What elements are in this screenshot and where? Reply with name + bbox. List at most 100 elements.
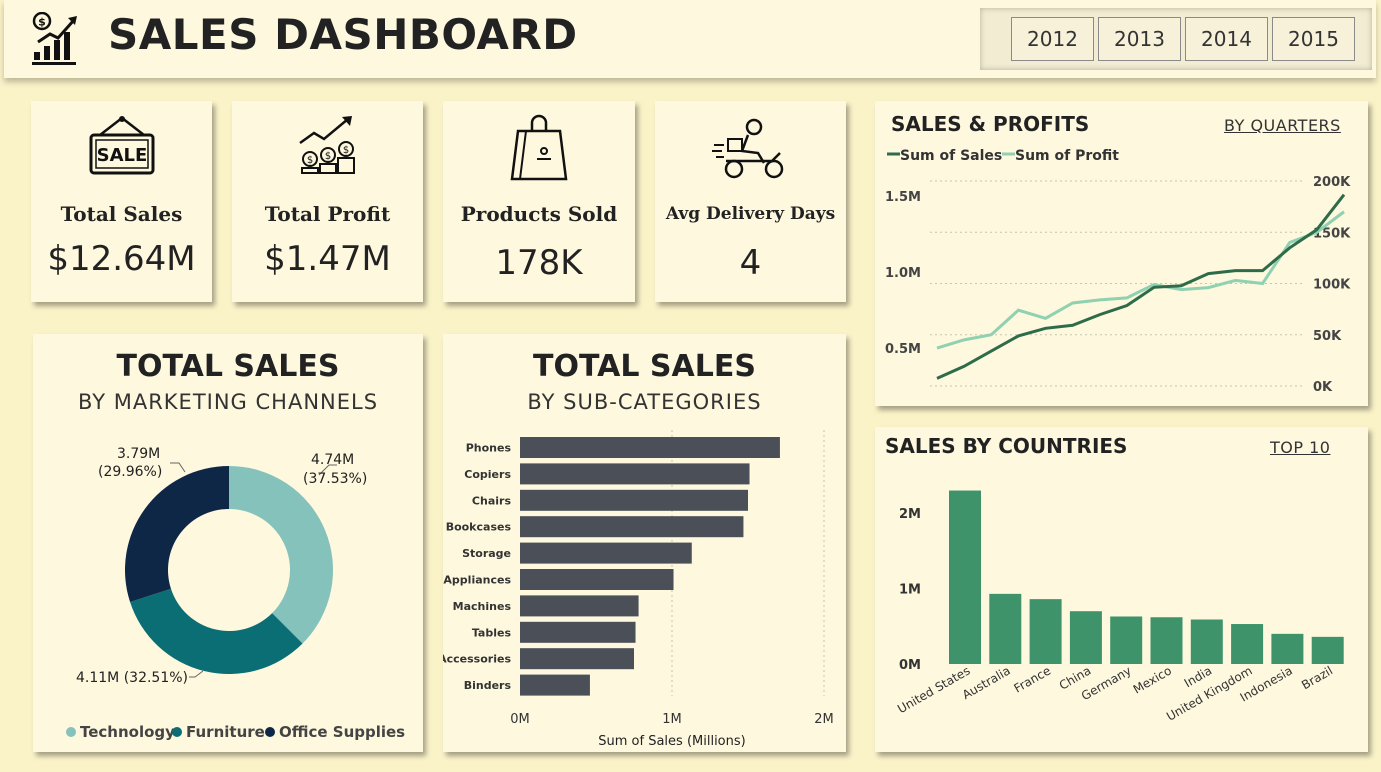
subcat-bar-bookcases[interactable] [520,516,744,538]
country-bar-brazil[interactable] [1311,636,1344,664]
year-button-2013[interactable]: 2013 [1098,17,1181,61]
country-bar-france[interactable] [1029,599,1062,664]
country-label-mexico: Mexico [1131,663,1174,696]
sales-profit-card: SALES & PROFITS BY QUARTERS Sum of Sales… [875,101,1368,406]
country-ytick: 0M [899,658,921,673]
subcat-xtick: 2M [814,712,834,727]
donut-label-office-supplies-pct: (29.96%) [98,464,162,480]
subcat-label-bookcases: Bookcases [446,521,512,534]
country-bar-australia[interactable] [989,593,1022,664]
kpi-card-total-sales: SALE Total Sales $12.64M [31,101,212,302]
svg-text:$: $ [324,151,330,162]
subcat-label-phones: Phones [466,442,512,455]
donut-label-technology-pct: (37.53%) [303,471,367,487]
countries-card: SALES BY COUNTRIES TOP 10 0M 1M 2M United … [875,427,1368,752]
country-bar-united-states[interactable] [949,490,981,664]
year-button-2012[interactable]: 2012 [1011,17,1094,61]
country-bar-indonesia[interactable] [1271,633,1304,664]
svg-text:$: $ [38,16,46,29]
subcat-label-storage: Storage [462,547,511,560]
subcategory-bar-chart: 0M 1M 2M Phones Copiers Chairs Bookcases Stora… [443,430,834,749]
kpi-label: Avg Delivery Days [665,204,836,224]
legend-dot-furniture [172,727,182,737]
donut-slice-furniture[interactable] [130,588,303,674]
donut-slice-technology[interactable] [229,466,333,644]
shopping-bag-icon [510,114,568,181]
line-right-ytick: 0K [1313,380,1333,395]
year-button-2015[interactable]: 2015 [1272,17,1355,61]
kpi-label: Products Sold [460,202,618,226]
line-left-ytick: 1.0M [885,266,921,281]
subcat-bar-copiers[interactable] [520,463,750,485]
year-button-2014[interactable]: 2014 [1185,17,1268,61]
svg-text:$: $ [306,155,312,166]
subcat-bar-storage[interactable] [520,542,692,564]
kpi-label: Total Sales [60,202,183,226]
donut-label-office-supplies-value: 3.79M [117,446,160,462]
country-bar-china[interactable] [1069,611,1102,664]
donut-label-technology-value: 4.74M [311,452,354,468]
kpi-value: $12.64M [47,239,196,279]
dashboard-title: SALES DASHBOARD [108,10,578,59]
donut-title: TOTAL SALES [116,349,340,384]
subcat-bar-machines[interactable] [520,595,639,617]
subcat-label-machines: Machines [453,600,512,613]
country-label-brazil: Brazil [1299,663,1335,692]
country-bar-india[interactable] [1190,619,1223,664]
donut-label-furniture: 4.11M (32.51%) [76,670,188,686]
legend-label-furniture: Furniture [186,723,265,741]
svg-text:$: $ [342,145,348,156]
subcat-label-accessories: Accessories [443,653,511,666]
legend-dot-office-supplies [265,727,275,737]
subcat-bar-tables[interactable] [520,621,636,643]
top-10-link[interactable]: TOP 10 [1270,438,1331,457]
kpi-value: 178K [495,243,583,283]
subcat-label-binders: Binders [464,679,512,692]
subcat-title: TOTAL SALES [533,349,756,384]
country-bar-united-kingdom[interactable] [1231,624,1264,664]
kpi-card-total-profit: $ $ $ Total Profit $1.47M [232,101,423,302]
donut-slice-office-supplies[interactable] [125,466,229,603]
line-left-ytick: 1.5M [885,190,921,205]
subcat-subtitle: BY SUB-CATEGORIES [527,390,762,414]
line-right-ytick: 100K [1313,278,1351,293]
line-right-ytick: 50K [1313,329,1342,344]
legend-dot-technology [66,727,76,737]
by-quarters-link[interactable]: BY QUARTERS [1224,116,1341,135]
subcat-bar-appliances[interactable] [520,569,674,590]
legend-label-office-supplies: Office Supplies [279,723,405,741]
line-right-ytick: 200K [1313,175,1351,190]
sales-chart-logo-icon: $ [32,12,77,65]
subcat-label-chairs: Chairs [472,494,512,507]
country-ytick: 2M [899,507,921,522]
country-ytick: 1M [899,583,921,598]
subcat-xtick: 1M [662,712,682,727]
donut-subtitle: BY MARKETING CHANNELS [77,390,379,414]
kpi-value: 4 [739,243,762,283]
subcat-bar-chairs[interactable] [520,489,748,511]
legend-label-technology: Technology [80,723,175,741]
subcat-xlabel: Sum of Sales (Millions) [598,734,745,749]
country-bar-germany[interactable] [1110,616,1143,664]
subcat-label-copiers: Copiers [464,468,511,481]
line-right-ytick: 150K [1313,226,1351,241]
profit-series-line [936,210,1345,350]
subcat-label-tables: Tables [472,626,512,639]
sales-profit-line-chart: Sum of Sales Sum of Profit 0.5M 1.0M 1.5M 0… [885,148,1351,395]
country-label-france: France [1012,663,1054,695]
subcat-bar-accessories[interactable] [520,648,634,670]
subcat-bar-phones[interactable] [520,437,780,458]
year-filter-slicer: 2012 2013 2014 2015 [980,8,1372,70]
kpi-card-avg-delivery-days: Avg Delivery Days 4 [655,101,846,302]
donut-chart: 4.74M (37.53%) 4.11M (32.51%) 3.79M (29.… [66,446,405,741]
subcategory-card: TOTAL SALES BY SUB-CATEGORIES 0M 1M 2M Pho… [443,334,846,752]
kpi-card-products-sold: Products Sold 178K [443,101,635,302]
svg-text:SALE: SALE [96,145,147,166]
subcat-label-appliances: Appliances [443,574,511,587]
legend-label-sales: Sum of Sales [900,148,1002,164]
kpi-label: Total Profit [264,202,391,226]
delivery-scooter-icon [711,118,783,179]
country-bar-mexico[interactable] [1150,617,1183,664]
subcat-bar-binders[interactable] [520,674,590,696]
